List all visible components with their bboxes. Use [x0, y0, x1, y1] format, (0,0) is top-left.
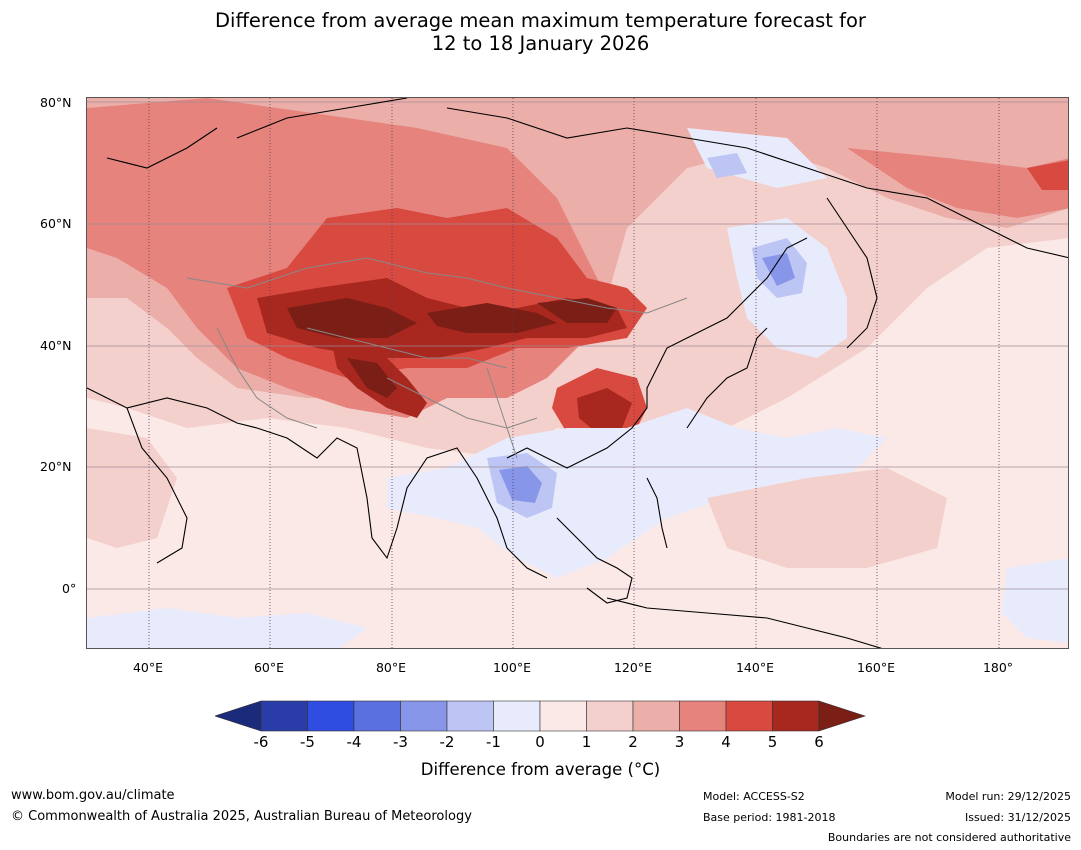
chart-title: Difference from average mean maximum tem…	[0, 9, 1081, 55]
colorbar-tick-label: 6	[814, 733, 824, 751]
colorbar-swatch	[353, 700, 401, 732]
anomaly-region	[847, 148, 1068, 218]
map-panel	[86, 97, 1069, 649]
coastlines	[87, 98, 1068, 648]
lon-label-180: 180°	[982, 660, 1014, 675]
colorbar-tick-label: 0	[535, 733, 545, 751]
lat-label-40n: 40°N	[40, 338, 72, 353]
colorbar-tick-label: -2	[439, 733, 455, 751]
base-period-text: Base period: 1981-2018	[703, 811, 836, 824]
anomaly-region	[427, 303, 557, 333]
anomaly-region	[707, 468, 947, 568]
colorbar-tick-label: 2	[628, 733, 638, 751]
colorbar-label: Difference from average (°C)	[420, 760, 661, 779]
lon-label-100e: 100°E	[492, 660, 531, 675]
colorbar-tick-label: -5	[300, 733, 315, 751]
colorbar-swatch	[539, 700, 587, 732]
colorbar-swatch	[307, 700, 355, 732]
disclaimer-text: Boundaries are not considered authoritat…	[827, 831, 1071, 844]
colorbar-swatch	[260, 700, 308, 732]
colorbar-tick-label: 3	[674, 733, 685, 751]
anomaly-region	[707, 153, 747, 178]
anomaly-region	[499, 466, 542, 503]
anomaly-region	[687, 128, 827, 188]
issued-text: Issued: 31/12/2025	[964, 811, 1071, 824]
colorbar-tick-label: 5	[767, 733, 778, 751]
title-line-2: 12 to 18 January 2026	[431, 32, 650, 55]
colorbar-swatch	[679, 700, 727, 732]
lat-label-20n: 20°N	[40, 459, 72, 474]
colorbar-tick-label: 1	[581, 733, 592, 751]
parallel-lines	[87, 101, 1068, 590]
anomaly-region	[537, 298, 617, 323]
anomaly-region	[87, 428, 177, 548]
colorbar-swatch	[632, 700, 680, 732]
anomaly-region	[87, 608, 367, 648]
colorbar-swatch	[586, 700, 634, 732]
anomaly-region	[287, 298, 417, 338]
colorbar-swatch	[725, 700, 773, 732]
anomaly-region	[577, 388, 632, 433]
lon-label-40e: 40°E	[132, 660, 164, 675]
colorbar-swatch	[400, 700, 448, 732]
lon-label-140e: 140°E	[735, 660, 774, 675]
colorbar-swatch	[493, 700, 541, 732]
colorbar-tick-label: -3	[393, 733, 408, 751]
anomaly-region	[387, 408, 887, 578]
temperature-anomaly-map	[87, 98, 1068, 648]
anomaly-region	[347, 358, 397, 398]
lat-label-60n: 60°N	[40, 216, 72, 231]
colorbar-swatch	[446, 700, 494, 732]
copyright-text: © Commonwealth of Australia 2025, Austra…	[11, 809, 472, 824]
meridian-lines	[148, 98, 1000, 648]
title-line-1: Difference from average mean maximum tem…	[215, 9, 866, 32]
anomaly-region	[1002, 558, 1068, 643]
colorbar-arrow-low	[214, 700, 262, 732]
colorbar-tick-label: 4	[721, 733, 731, 751]
colorbar-swatches	[214, 700, 866, 732]
lat-label-0: 0°	[62, 581, 77, 596]
model-run-text: Model run: 29/12/2025	[945, 790, 1071, 803]
lon-label-80e: 80°E	[375, 660, 407, 675]
lat-label-80n: 80°N	[40, 95, 72, 110]
country-borders	[186, 257, 688, 459]
lon-label-120e: 120°E	[613, 660, 652, 675]
lon-label-160e: 160°E	[856, 660, 895, 675]
colorbar	[214, 700, 867, 736]
colorbar-tick-label: -4	[346, 733, 362, 751]
anomaly-region	[762, 253, 795, 286]
model-text: Model: ACCESS-S2	[703, 790, 805, 803]
colorbar-tick-label: -1	[486, 733, 501, 751]
colorbar-tick-label: -6	[253, 733, 269, 751]
colorbar-arrow-high	[818, 700, 866, 732]
colorbar-swatch	[772, 700, 820, 732]
anomaly-region	[1027, 160, 1068, 190]
lon-label-60e: 60°E	[253, 660, 285, 675]
website-text: www.bom.gov.au/climate	[11, 788, 175, 803]
